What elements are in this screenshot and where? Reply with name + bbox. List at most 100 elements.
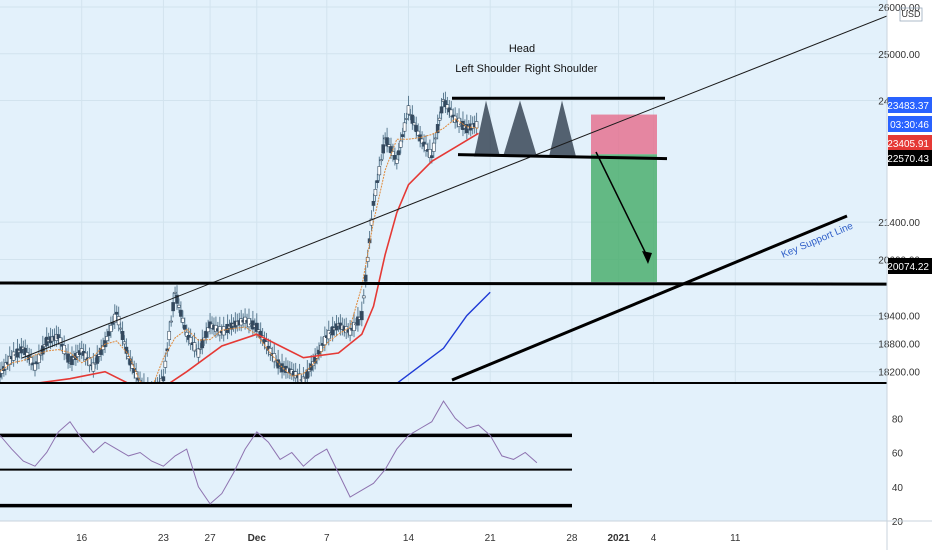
candle-body: [196, 348, 201, 358]
series-slow-ma: [39, 132, 479, 382]
candle-body: [62, 344, 66, 355]
candle-body: [120, 330, 125, 340]
x-tick-label: 2021: [607, 533, 630, 544]
candle-body: [360, 311, 364, 321]
x-tick-label: 21: [485, 533, 497, 544]
y-tick-label: 25000.00: [878, 50, 920, 61]
pattern-triangle-3: [549, 100, 576, 157]
price-badge: [888, 135, 932, 151]
candle-body: [177, 304, 181, 308]
candle-body: [371, 200, 376, 206]
candle-body: [439, 106, 444, 114]
currency-label: USD: [901, 9, 921, 19]
rsi-tick-label: 80: [892, 414, 904, 425]
price-badge-value: 23483.37: [887, 101, 929, 112]
x-tick-label: 4: [651, 533, 657, 544]
pattern-triangle-1: [474, 100, 500, 157]
x-tick-label: 27: [205, 533, 217, 544]
candle-body: [393, 155, 397, 160]
y-tick-label: 18200.00: [878, 368, 920, 379]
candle-body: [200, 339, 205, 349]
time-scale-background: [0, 521, 932, 550]
rsi-tick-label: 20: [892, 517, 904, 528]
candle-body: [373, 189, 378, 196]
candle-body: [430, 155, 434, 158]
key-support-line: [0, 281, 887, 286]
price-badge: [888, 116, 932, 132]
price-scale-background: [887, 0, 932, 550]
price-badge-value: 20074.22: [887, 262, 929, 273]
annotation-right-shoulder: Right Shoulder: [525, 63, 598, 75]
rsi-tick-label: 60: [892, 449, 904, 460]
candle-body: [319, 344, 323, 352]
candle-body: [179, 309, 183, 317]
projection-arrow-line: [595, 151, 649, 259]
ascending-support-line: [451, 214, 848, 382]
projection-arrow-head: [642, 251, 652, 264]
neckline: [457, 153, 668, 161]
candle-body: [114, 311, 119, 315]
price-badge-value: 23405.91: [887, 139, 929, 150]
candle-body: [437, 117, 442, 121]
candle-body: [433, 137, 438, 140]
series-long-ma: [397, 291, 491, 382]
candle-body: [404, 118, 409, 120]
y-tick-label: 21400.00: [878, 218, 920, 229]
candle-body: [435, 124, 440, 134]
candle-body: [410, 114, 415, 124]
rsi-line: [0, 400, 538, 505]
price-badge: [888, 258, 932, 274]
candle-body: [169, 320, 173, 323]
candle-body: [402, 122, 407, 132]
candle-body: [395, 158, 399, 164]
candle-body: [414, 125, 419, 133]
candle-body: [182, 324, 187, 330]
series-fast-ma: [0, 118, 479, 382]
candle-body: [461, 120, 465, 130]
candle-body: [122, 341, 127, 345]
candle-body: [118, 327, 123, 330]
rising-trendline: [21, 15, 887, 359]
rsi-background: [0, 384, 887, 521]
price-badge-value: 22570.43: [887, 154, 929, 165]
candle-body: [361, 295, 366, 299]
candle-body: [326, 330, 331, 340]
candle-body: [134, 371, 138, 379]
y-tick-label: 26000.00: [878, 3, 920, 14]
candle-body: [381, 144, 385, 154]
y-tick-label: 18800.00: [878, 340, 920, 351]
candle-body: [171, 302, 175, 312]
annotation-left-shoulder: Left Shoulder: [455, 63, 521, 75]
candle-body: [66, 353, 70, 363]
candle-body: [365, 257, 370, 262]
candle-body: [406, 105, 411, 115]
take-profit-zone: [591, 154, 657, 282]
candle-body: [431, 142, 436, 152]
candle-body: [167, 330, 172, 340]
candle-body: [379, 159, 384, 162]
price-badge-value: 03:30:46: [890, 120, 929, 131]
y-tick-label: 19400.00: [878, 312, 920, 323]
rsi-pane: [0, 384, 887, 521]
candle-body: [163, 360, 168, 368]
candle-body: [105, 336, 109, 341]
candle-body: [400, 134, 405, 137]
x-tick-label: 14: [403, 533, 415, 544]
candle-body: [173, 291, 177, 294]
rsi-tick-label: 40: [892, 483, 904, 494]
candle-body: [412, 122, 417, 126]
x-tick-label: 7: [324, 533, 330, 544]
candle-body: [247, 318, 251, 328]
stop-loss-zone: [591, 114, 657, 155]
candle-body: [33, 363, 37, 371]
candle-body: [396, 150, 401, 156]
candle-body: [375, 180, 380, 183]
x-tick-label: Dec: [248, 533, 267, 544]
annotation-head: Head: [509, 43, 535, 55]
x-tick-label: 11: [730, 533, 741, 544]
candle-body: [107, 331, 111, 336]
candle-body: [398, 140, 403, 148]
price-badge: [888, 150, 932, 166]
x-tick-label: 28: [566, 533, 578, 544]
